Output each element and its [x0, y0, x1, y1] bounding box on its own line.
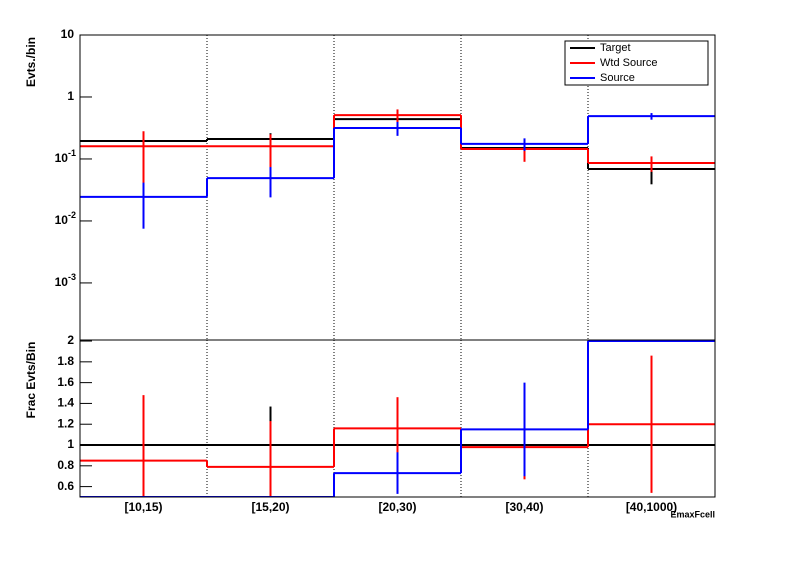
y-tick-label: 1.2: [57, 416, 74, 430]
y-axis-label: Frac Evts/Bin: [24, 342, 38, 419]
y-tick-label: 10-2: [55, 210, 76, 227]
y-tick-base: 1: [67, 89, 74, 103]
y-tick-label: 1.8: [57, 354, 74, 368]
x-tick-label: [30,40): [505, 500, 543, 514]
y-tick-base: 10: [55, 275, 69, 289]
y-tick-label: 1: [67, 437, 74, 451]
y-tick-label: 1.6: [57, 375, 74, 389]
y-tick-exponent: -2: [68, 210, 76, 220]
x-tick-label: [10,15): [124, 500, 162, 514]
y-tick-exponent: -1: [68, 148, 76, 158]
y-tick-label: 1: [67, 89, 74, 103]
y-tick-label: 10: [61, 27, 75, 41]
y-tick-label: 2: [67, 333, 74, 347]
x-tick-label: [40,1000): [626, 500, 677, 514]
series-group: [80, 340, 715, 497]
y-tick-exponent: -3: [68, 272, 76, 282]
legend-label: Source: [600, 72, 635, 84]
series-group: [80, 109, 715, 229]
x-tick-label: [15,20): [251, 500, 289, 514]
y-tick-base: 10: [55, 213, 69, 227]
legend-label: Wtd Source: [600, 57, 657, 69]
frame: [79, 339, 716, 498]
y-tick-label: 10-1: [55, 148, 76, 165]
y-tick-label: 0.8: [57, 458, 74, 472]
y-axis-label: Evts./bin: [24, 37, 38, 87]
x-axis-label: EmaxFcell: [670, 509, 715, 519]
y-tick-base: 10: [55, 151, 69, 165]
x-tick-label: [20,30): [378, 500, 416, 514]
y-tick-label: 10-3: [55, 272, 76, 289]
y-tick-base: 10: [61, 27, 75, 41]
y-tick-label: 1.4: [57, 396, 74, 410]
legend-label: Target: [600, 42, 631, 54]
y-tick-label: 0.6: [57, 479, 74, 493]
